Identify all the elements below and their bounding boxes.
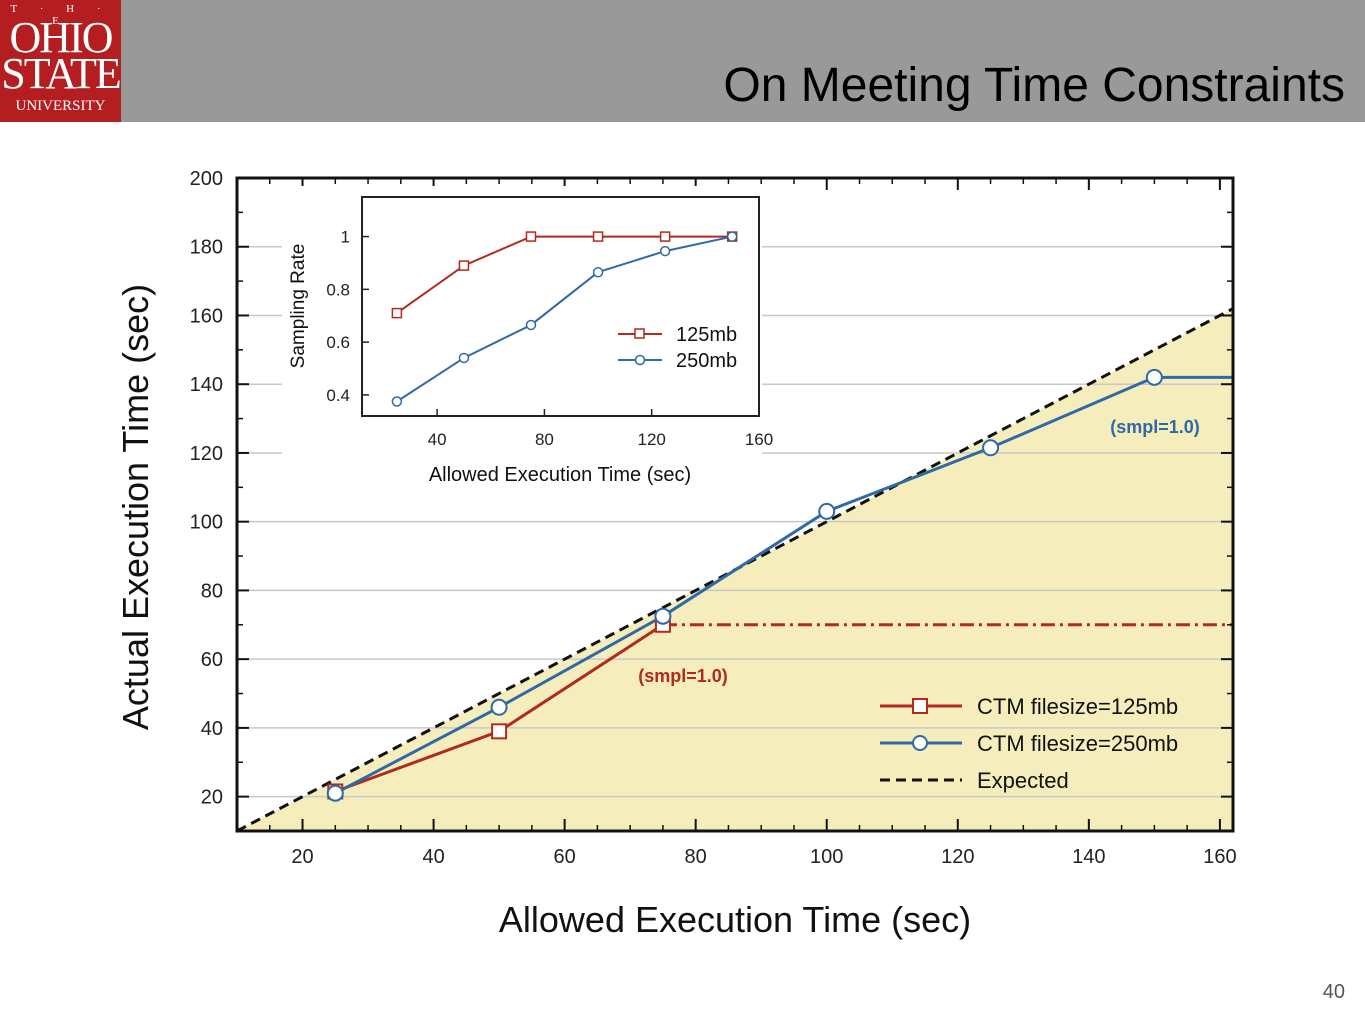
main-x-axis-label: Allowed Execution Time (sec): [499, 899, 971, 940]
inset-y-tick-label: 0.4: [326, 386, 350, 405]
inset-series-125mb-point: [659, 231, 671, 242]
logo-line-university: UNIVERSITY: [15, 98, 106, 114]
main-y-tick-label: 160: [190, 305, 223, 327]
inset-series: [391, 231, 738, 407]
inset-series-125mb-point: [592, 231, 604, 242]
inset-legend-marker-125mb: [634, 328, 645, 339]
main-plot-frame: [235, 176, 1235, 833]
series-250mb-point: [326, 784, 344, 802]
inset-x-tick-label: 80: [535, 430, 554, 449]
inset-series-250mb-point: [592, 266, 604, 278]
inset-legend-marker-250mb: [634, 354, 646, 366]
inset-series-250mb-point: [726, 231, 738, 242]
legend-label-250mb: CTM filesize=250mb: [977, 731, 1178, 756]
main-y-tick-label: 200: [190, 168, 223, 190]
ohio-state-logo: T · H · E OHIO STATE UNIVERSITY: [0, 0, 122, 122]
series-250mb-line: [334, 375, 1155, 795]
logo-line-state: STATE: [1, 49, 121, 98]
inset-plot-frame: [361, 196, 760, 417]
inset-series-250mb-point: [525, 319, 537, 331]
main-y-tick-label: 140: [190, 374, 223, 396]
inset-x-tick-label: 40: [428, 430, 447, 449]
series-250mb-point: [818, 502, 836, 520]
main-x-tick-label: 20: [291, 846, 313, 868]
main-y-tick-label: 100: [190, 512, 223, 534]
inset-series-250mb-line: [396, 235, 733, 403]
inset-series-125mb-point: [391, 307, 403, 319]
inset-y-tick-label: 0.8: [326, 280, 350, 299]
inset-y-axis-label: Sampling Rate: [288, 244, 309, 369]
inset-series-250mb-point: [391, 396, 403, 407]
main-series: [236, 307, 1234, 833]
inset-legend: 125mb 250mb: [610, 322, 758, 378]
main-x-tick-label: 40: [422, 846, 444, 868]
main-y-tick-label: 120: [190, 443, 223, 465]
main-legend: CTM filesize=125mb CTM filesize=250mb Ex…: [880, 694, 1178, 793]
main-y-tick-label: 40: [201, 718, 223, 740]
inset-series-250mb-point: [659, 245, 671, 257]
page-number: 40: [1322, 981, 1345, 1003]
logo-line-the: T · H · E: [10, 3, 111, 27]
logo-line-ohio: OHIO: [9, 13, 114, 62]
series-125mb-point: [491, 723, 508, 740]
series-250mb-point: [490, 698, 508, 716]
inset-y-tick-label: 0.6: [326, 333, 350, 352]
main-y-tick-label: 20: [201, 787, 223, 809]
inset-x-axis-label: Allowed Execution Time (sec): [429, 464, 691, 486]
inset-legend-label-125mb: 125mb: [676, 324, 737, 346]
legend-label-expected: Expected: [977, 768, 1069, 793]
main-y-tick-label: 180: [190, 237, 223, 259]
main-y-tick-label: 60: [201, 649, 223, 671]
series-250mb-point: [1145, 368, 1163, 386]
inset-legend-label-250mb: 250mb: [676, 350, 737, 372]
main-y-axis-label: Actual Execution Time (sec): [115, 284, 156, 730]
series-250mb-point: [654, 607, 672, 625]
inset-x-tick-label: 160: [745, 430, 773, 449]
annotation-125mb: (smpl=1.0): [638, 666, 728, 686]
legend-label-125mb: CTM filesize=125mb: [977, 694, 1178, 719]
main-x-tick-label: 60: [554, 846, 576, 868]
slide-header: T · H · E OHIO STATE UNIVERSITY On Meeti…: [0, 0, 1365, 122]
main-x-tick-label: 120: [941, 846, 974, 868]
slide-title: On Meeting Time Constraints: [723, 59, 1345, 112]
series-250mb-point: [982, 439, 1000, 457]
inset-series-125mb-point: [458, 260, 470, 271]
inset-series-125mb-point: [525, 231, 537, 242]
main-x-tick-label: 140: [1072, 846, 1105, 868]
inset-y-tick-label: 1: [341, 228, 350, 247]
main-x-tick-label: 160: [1203, 846, 1236, 868]
inset-chart: 0.4 0.6 0.8 1 40 80 120 160 Allowed Execution T…: [282, 186, 773, 494]
annotation-250mb: (smpl=1.0): [1110, 417, 1200, 437]
main-y-tick-label: 80: [201, 580, 223, 602]
legend-marker-125mb: [912, 698, 928, 714]
inset-series-250mb-point: [458, 352, 470, 364]
main-x-tick-label: 80: [685, 846, 707, 868]
inset-x-tick-label: 120: [638, 430, 666, 449]
inset-series-125mb-line: [396, 235, 733, 314]
legend-marker-250mb: [912, 735, 928, 751]
main-x-tick-label: 100: [810, 846, 843, 868]
